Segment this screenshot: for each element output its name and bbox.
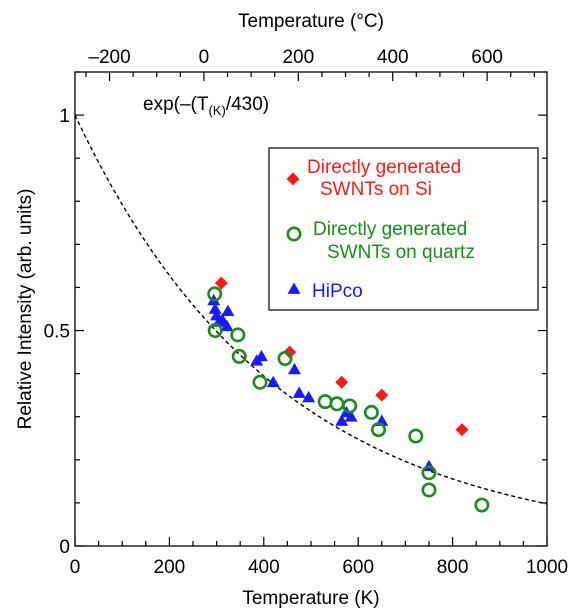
legend-label-quartz-line1: Directly generated — [313, 219, 467, 240]
y-axis-label: Relative Intensity (arb. units) — [15, 189, 36, 430]
quartz-point — [317, 394, 333, 410]
legend-box — [268, 147, 539, 311]
legend-label-quartz-line2: SWNTs on quartz — [327, 242, 475, 263]
x-tick-label: 0 — [70, 557, 81, 578]
top-tick-label: 0 — [199, 47, 210, 68]
legend-triangle-marker — [287, 282, 301, 294]
quartz-point — [342, 398, 358, 414]
quartz-point — [474, 497, 490, 513]
hipco-point — [220, 319, 234, 332]
legend-marker-quartz — [286, 226, 302, 242]
hipco-point — [215, 313, 229, 325]
hipco-point — [287, 362, 301, 375]
top-tick-label: 200 — [282, 47, 314, 68]
si-point — [455, 423, 469, 437]
hipco-point — [335, 414, 349, 426]
si-point — [375, 388, 389, 402]
x-tick-label: 800 — [437, 557, 469, 578]
hipco-point — [344, 410, 358, 422]
quartz-point — [370, 422, 386, 438]
quartz-point — [408, 428, 424, 444]
fit-annotation-prefix: exp(–(T — [143, 94, 209, 115]
fit-annotation-suffix: /430) — [226, 94, 269, 115]
hipco-point — [266, 375, 280, 388]
quartz-point — [207, 323, 223, 339]
fit-annotation-subscript: (K) — [208, 103, 225, 118]
quartz-point — [230, 327, 246, 343]
quartz-point — [421, 482, 437, 498]
y-tick-label: 1 — [59, 106, 70, 127]
si-point — [214, 276, 228, 290]
legend: Directly generated SWNTs on Si Directly … — [268, 147, 539, 311]
legend-marker-si — [286, 172, 300, 186]
y-tick-label: 0.5 — [44, 322, 70, 343]
legend-marker-hipco — [287, 282, 301, 294]
axis-ticks: 0 200 400 600 800 1000 –200 0 200 400 600 0 0.5 1 — [44, 47, 569, 578]
y-tick-label: 0 — [59, 537, 70, 558]
si-point — [335, 375, 349, 389]
quartz-point — [231, 348, 247, 364]
x-tick-label: 1000 — [526, 557, 568, 578]
fit-annotation: exp(–(T(K)/430) — [143, 94, 269, 118]
legend-label-si-line1: Directly generated — [307, 157, 461, 178]
legend-circle-marker — [286, 226, 302, 242]
data-marks — [207, 276, 490, 513]
top-tick-label: –200 — [88, 47, 130, 68]
x-tick-label: 400 — [248, 557, 280, 578]
legend-label-si-line2: SWNTs on Si — [320, 179, 432, 200]
top-tick-label: 400 — [377, 47, 409, 68]
x-tick-label: 200 — [154, 557, 186, 578]
si-point — [283, 345, 297, 359]
hipco-point — [292, 386, 306, 398]
legend-label-hipco: HiPco — [312, 281, 363, 302]
quartz-point — [421, 465, 437, 481]
quartz-point — [252, 374, 268, 390]
top-x-axis-label: Temperature (°C) — [238, 11, 384, 32]
quartz-point — [277, 351, 293, 367]
quartz-point — [363, 404, 379, 420]
hipco-point — [221, 304, 235, 317]
quartz-point — [207, 286, 223, 302]
hipco-point — [302, 390, 316, 403]
quartz-point — [329, 396, 345, 412]
top-tick-label: 600 — [471, 47, 503, 68]
x-axis-label: Temperature (K) — [242, 588, 379, 609]
hipco-point — [208, 302, 222, 314]
legend-diamond-marker — [286, 172, 300, 186]
x-tick-label: 600 — [342, 557, 374, 578]
hipco-point — [254, 349, 268, 362]
